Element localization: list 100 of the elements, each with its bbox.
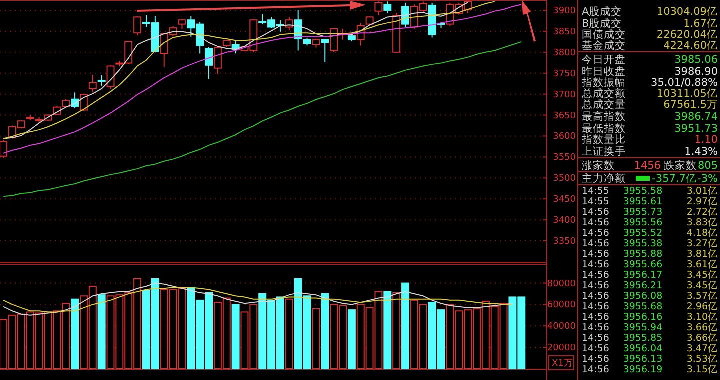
text: 14:56: [582, 228, 610, 239]
text: 1.43%: [684, 146, 718, 158]
text: 3956.19: [623, 364, 663, 376]
text: 3955.58: [623, 186, 663, 197]
text: 3955.85: [623, 333, 663, 344]
text: 基金成交: [582, 39, 626, 52]
text: 昨日收盘: [582, 66, 626, 78]
text: 3.15亿: [686, 364, 718, 376]
y-tick-label: 3400: [553, 216, 576, 226]
text: 涨家数: [582, 159, 615, 172]
text: 3956.17: [623, 270, 663, 281]
text: 14:55: [582, 186, 610, 197]
y-tick-label: 80000: [547, 279, 576, 290]
y-tick-label: 3600: [553, 132, 576, 142]
text: 3.66亿: [686, 322, 718, 334]
text: 1456: [634, 160, 662, 172]
text: 14:56: [582, 302, 610, 312]
text: 14:56: [582, 218, 610, 228]
text: 14:56: [582, 364, 610, 376]
y-tick-label: 3800: [553, 48, 576, 58]
text: 3986.90: [674, 66, 718, 78]
text: 3956.21: [623, 280, 663, 292]
text: 22620.04亿: [656, 29, 718, 41]
text: 最高指数: [582, 110, 626, 123]
y-tick-label: 60000: [547, 300, 576, 311]
text: 14:56: [582, 344, 610, 354]
text: 3.01亿: [686, 186, 718, 197]
text: B股成交: [582, 17, 622, 30]
text: 14:56: [582, 238, 610, 250]
text: 14:55: [582, 196, 610, 208]
text: A股成交: [582, 5, 622, 18]
text: 总成交量: [581, 98, 626, 111]
text: 3.27亿: [686, 238, 718, 250]
text: 3.53亿: [686, 354, 718, 365]
text: 1.67亿: [684, 18, 718, 30]
text: 14:56: [582, 312, 610, 323]
y-tick-label: 20000: [547, 344, 576, 354]
text: 3985.06: [674, 54, 718, 66]
text: 3955.38: [623, 238, 663, 250]
text: 14:56: [582, 280, 610, 292]
text: 67561.5万: [664, 99, 718, 111]
text: 2.96亿: [686, 302, 718, 312]
text: 3.83亿: [686, 218, 718, 228]
text: 3955.66: [623, 260, 663, 270]
y-tick-label: 3450: [553, 195, 576, 206]
y-tick-label: 3700: [553, 90, 576, 100]
text: X1万: [552, 359, 573, 369]
text: 4.18亿: [686, 228, 718, 239]
text: 14:56: [582, 260, 610, 270]
text: 1.10: [694, 134, 718, 146]
y-tick-label: 3750: [553, 69, 576, 80]
text: 10304.09亿: [656, 6, 718, 18]
text: 3.81亿: [686, 249, 718, 260]
text: 2.97亿: [686, 196, 718, 208]
y-tick-label: 3900: [553, 6, 576, 16]
text: 3955.88: [623, 249, 663, 260]
text: 指数振幅: [581, 77, 626, 89]
text: 3956.04: [623, 344, 663, 354]
text: 3.47亿: [686, 344, 718, 354]
text: 14:56: [582, 249, 610, 260]
text: 国债成交: [582, 28, 626, 41]
text: 3.61亿: [686, 260, 718, 270]
text: 3956.08: [623, 291, 663, 302]
text: 今日开盘: [582, 54, 626, 66]
text: 35.01/0.88%: [651, 77, 718, 89]
text: 805: [698, 160, 718, 172]
text: 3955.56: [623, 218, 663, 228]
text: 10311.05亿: [656, 88, 718, 100]
text: 3955.61: [623, 196, 663, 208]
text: 3956.13: [623, 354, 663, 365]
y-tick-label: 3850: [553, 27, 576, 38]
text: 3.45亿: [686, 280, 718, 292]
text: 14:56: [582, 270, 610, 281]
text: -3%: [698, 173, 718, 185]
y-tick-label: 40000: [547, 322, 576, 332]
text: 2.72亿: [686, 207, 718, 218]
text: 14:56: [582, 333, 610, 344]
text: 14:56: [582, 291, 610, 302]
text: 3955.68: [623, 302, 663, 312]
text: 3951.73: [674, 123, 718, 135]
text: 上证换手: [582, 145, 626, 158]
text: 最低指数: [582, 123, 626, 135]
text: 4224.60亿: [664, 40, 718, 52]
text: 3956.16: [623, 312, 663, 323]
text: 3.45亿: [686, 270, 718, 281]
y-tick-label: 3550: [553, 153, 576, 164]
text: 3.57亿: [686, 291, 718, 302]
text: 3986.74: [674, 111, 718, 123]
text: 主力净额: [582, 172, 626, 185]
y-tick-label: 3350: [553, 237, 576, 248]
text: 14:56: [582, 207, 610, 218]
y-tick-label: 3500: [553, 174, 576, 184]
text: 14:56: [582, 354, 610, 365]
text: 3955.94: [623, 322, 663, 334]
text: 跌家数: [664, 159, 697, 172]
text: 指数量比: [581, 133, 626, 146]
y-tick-label: 3650: [553, 111, 576, 122]
text: 3955.73: [623, 207, 663, 218]
text: 3.66亿: [686, 333, 718, 344]
text: 14:56: [582, 322, 610, 334]
